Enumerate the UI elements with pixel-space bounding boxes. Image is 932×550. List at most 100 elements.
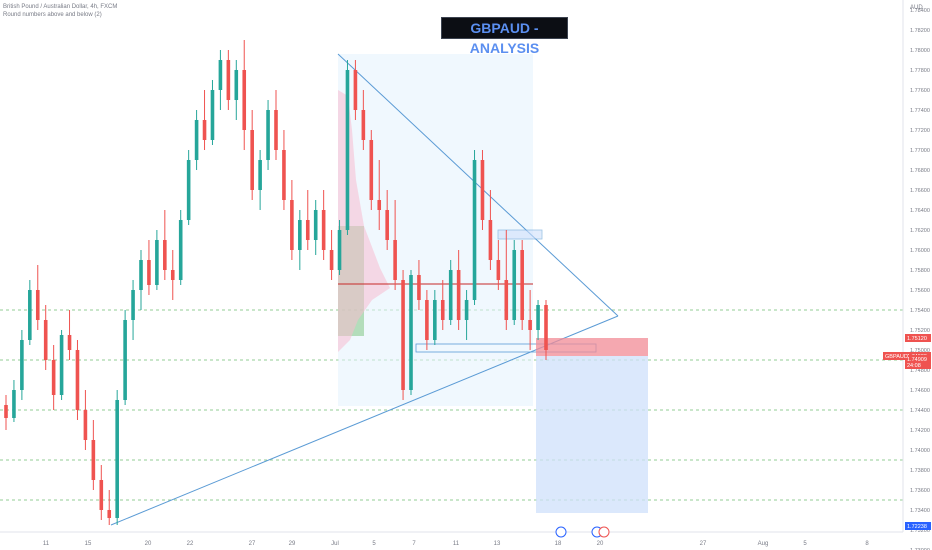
candle-16 <box>131 280 135 340</box>
time-axis: 11 15 20 22 27 29 Jul 5 7 11 13 18 20 27 Aug 5 8 <box>0 531 903 547</box>
x-tick-label-13: 27 <box>700 541 707 547</box>
candle-32 <box>258 150 262 210</box>
candle-39 <box>313 200 318 255</box>
candle-0 <box>4 395 8 430</box>
take-profit-zone <box>536 356 648 513</box>
candle-3 <box>28 280 32 345</box>
candle-63 <box>504 230 509 330</box>
gbp-event-icon <box>598 526 610 538</box>
y-tick-label-19: 1.76800 <box>910 168 930 174</box>
y-tick-label-27: 1.78400 <box>910 8 930 14</box>
svg-text:24:08: 24:08 <box>907 363 921 369</box>
y-tick-label-25: 1.78000 <box>910 48 930 54</box>
price-tag-3: 24:08 <box>905 361 931 369</box>
candle-6 <box>51 345 56 410</box>
candle-20 <box>163 210 167 280</box>
candle-9 <box>75 340 80 420</box>
y-tick-label-15: 1.76000 <box>910 248 930 254</box>
y-tick-label-2: 1.73400 <box>910 508 930 514</box>
y-tick-label-17: 1.76400 <box>910 208 930 214</box>
x-tick-label-3: 22 <box>187 541 194 547</box>
y-tick-label-23: 1.77600 <box>910 88 930 94</box>
candle-21 <box>170 250 175 300</box>
candle-4 <box>35 265 40 330</box>
stop-loss-zone <box>536 338 648 356</box>
economic-event-icons[interactable] <box>555 526 610 538</box>
candle-19 <box>155 230 159 290</box>
candle-11 <box>91 420 96 490</box>
upper-trendline <box>337 53 619 317</box>
y-tick-label-22: 1.77400 <box>910 108 930 114</box>
candle-67 <box>536 300 540 340</box>
x-tick-label-7: 5 <box>372 541 376 547</box>
y-tick-label-12: 1.75400 <box>910 308 930 314</box>
candle-46 <box>369 130 374 210</box>
y-tick-label-10: 1.75000 <box>910 348 930 354</box>
candle-56 <box>448 260 453 325</box>
candle-41 <box>329 230 334 280</box>
y-tick-label-0: 1.73000 <box>910 548 930 550</box>
candle-51 <box>409 270 413 395</box>
candle-17 <box>139 250 143 310</box>
y-tick-label-9: 1.74800 <box>910 368 930 374</box>
svg-text:1.75120: 1.75120 <box>907 336 927 342</box>
candle-27 <box>218 50 223 110</box>
price-tag-0: 1.75120 <box>905 334 931 342</box>
candle-64 <box>512 240 517 325</box>
y-tick-label-21: 1.77200 <box>910 128 930 134</box>
candle-22 <box>178 210 183 285</box>
candle-14 <box>115 390 119 525</box>
candle-13 <box>107 490 112 525</box>
candle-33 <box>266 100 270 170</box>
candle-12 <box>99 465 104 520</box>
y-tick-label-1: 1.73200 <box>910 528 930 534</box>
x-tick-label-2: 20 <box>145 541 152 547</box>
y-tick-label-8: 1.74600 <box>910 388 930 394</box>
candle-7 <box>59 330 64 400</box>
analysis-drawings <box>110 53 648 526</box>
y-tick-label-4: 1.73800 <box>910 468 930 474</box>
lower-trendline <box>110 315 619 526</box>
candle-68 <box>544 300 548 360</box>
candle-29 <box>234 60 239 120</box>
candle-2 <box>20 330 24 400</box>
candle-65 <box>520 240 524 330</box>
candle-28 <box>226 50 231 110</box>
candle-47 <box>377 160 382 230</box>
candle-15 <box>123 310 127 405</box>
candle-35 <box>282 130 286 210</box>
candles <box>4 40 548 525</box>
candle-31 <box>250 110 254 200</box>
y-tick-label-7: 1.74400 <box>910 408 930 414</box>
y-tick-label-20: 1.77000 <box>910 148 930 154</box>
svg-text:1.72238: 1.72238 <box>907 524 927 530</box>
candle-50 <box>401 270 405 400</box>
y-tick-label-11: 1.75200 <box>910 328 930 334</box>
symbol-tag: GBPAUD <box>883 352 908 360</box>
indicator-header[interactable]: Round numbers above and below (2) <box>3 12 102 18</box>
y-tick-label-16: 1.76200 <box>910 228 930 234</box>
x-tick-label-1: 15 <box>85 541 92 547</box>
candle-36 <box>290 180 294 260</box>
x-tick-label-10: 13 <box>494 541 501 547</box>
x-tick-label-9: 11 <box>453 541 460 547</box>
candle-48 <box>385 190 389 250</box>
candle-61 <box>488 190 493 270</box>
resistance-zone-box <box>497 229 543 240</box>
candle-60 <box>480 150 485 230</box>
x-tick-label-6: Jul <box>331 541 339 547</box>
candle-24 <box>194 110 199 170</box>
candle-10 <box>83 390 88 450</box>
candle-53 <box>425 290 429 350</box>
svg-text:1.74909: 1.74909 <box>907 357 927 363</box>
y-axis-currency: AUD <box>910 5 923 11</box>
candle-1 <box>12 380 16 422</box>
horizontal-level-lines <box>0 309 903 501</box>
candle-26 <box>210 80 215 145</box>
aud-event-icon <box>555 526 567 538</box>
symbol-header[interactable]: British Pound / Australian Dollar, 4h, F… <box>3 4 118 10</box>
candle-40 <box>321 190 326 260</box>
svg-text:GBPAUD: GBPAUD <box>885 354 908 360</box>
y-tick-label-14: 1.75800 <box>910 268 930 274</box>
